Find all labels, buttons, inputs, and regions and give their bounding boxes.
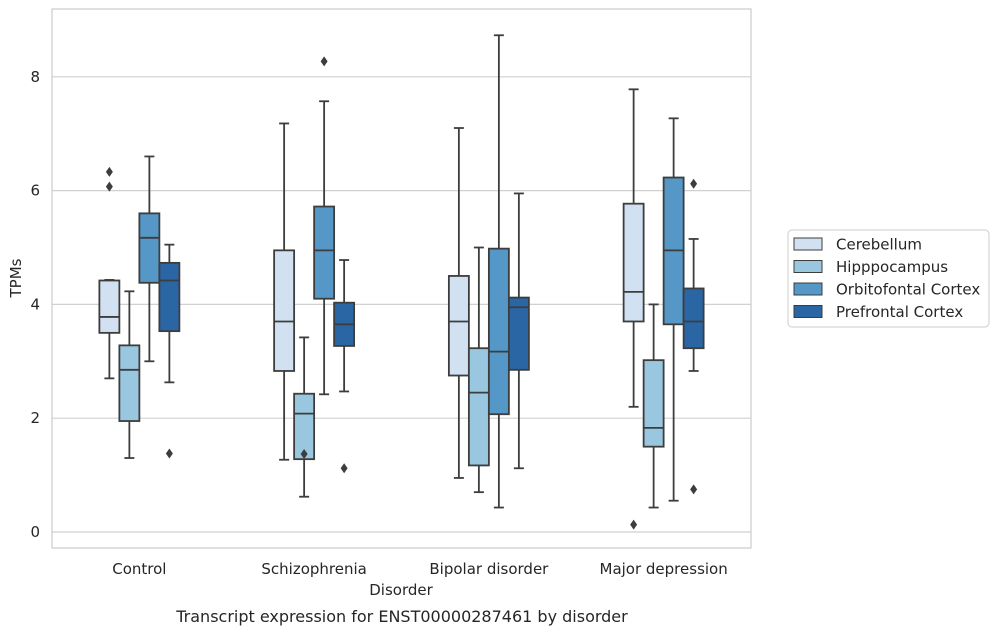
box bbox=[682, 287, 705, 350]
x-tick-label: Major depression bbox=[600, 560, 728, 578]
outlier-point bbox=[690, 178, 698, 189]
y-tick-label: 6 bbox=[30, 182, 40, 200]
box bbox=[313, 205, 336, 300]
outlier-point bbox=[300, 449, 308, 460]
box-orbitofontal-cortex bbox=[662, 117, 685, 502]
box-orbitofontal-cortex bbox=[313, 56, 336, 396]
y-tick-label: 2 bbox=[30, 409, 40, 427]
chart-caption: Transcript expression for ENST0000028746… bbox=[175, 607, 628, 626]
box-cerebellum bbox=[622, 88, 645, 530]
box bbox=[273, 249, 296, 372]
x-tick-label: Control bbox=[112, 560, 166, 578]
box bbox=[467, 347, 490, 467]
box-plots bbox=[98, 34, 705, 530]
legend-label: Prefrontal Cortex bbox=[836, 303, 963, 321]
box bbox=[138, 212, 161, 284]
x-tick-label: Bipolar disorder bbox=[429, 560, 549, 578]
box-orbitofontal-cortex bbox=[138, 155, 161, 363]
box bbox=[118, 344, 141, 422]
legend: Cerebellum Hipppocampus Orbitofontal Corte… bbox=[787, 229, 990, 328]
gridlines bbox=[52, 76, 751, 533]
box-orbitofontal-cortex bbox=[487, 34, 510, 509]
outlier-point bbox=[690, 484, 698, 495]
legend-frame bbox=[787, 229, 990, 328]
box bbox=[622, 202, 645, 323]
box bbox=[158, 261, 181, 333]
box bbox=[293, 392, 316, 461]
box-hipppocampus bbox=[118, 290, 141, 459]
box bbox=[507, 296, 530, 371]
box-hipppocampus bbox=[293, 336, 316, 498]
y-axis-label: TPMs bbox=[7, 258, 25, 298]
box-cerebellum bbox=[447, 127, 470, 479]
plot-frame bbox=[51, 8, 752, 549]
y-tick-label: 4 bbox=[30, 295, 40, 313]
box bbox=[447, 275, 470, 377]
outlier-point bbox=[105, 166, 113, 177]
legend-swatch bbox=[793, 260, 823, 273]
box-prefrontal-cortex bbox=[158, 243, 181, 459]
legend-label: Orbitofontal Cortex bbox=[836, 281, 980, 299]
outlier-point bbox=[105, 181, 113, 192]
legend-label: Cerebellum bbox=[836, 236, 922, 254]
y-tick-label: 0 bbox=[30, 523, 40, 541]
outlier-point bbox=[340, 463, 348, 474]
legend-swatch bbox=[793, 282, 823, 296]
y-tick-label: 8 bbox=[30, 68, 40, 86]
box-cerebellum bbox=[98, 166, 121, 380]
box bbox=[642, 359, 665, 448]
box-prefrontal-cortex bbox=[682, 178, 705, 495]
y-tick-labels: 0 2 4 6 8 bbox=[30, 68, 40, 541]
box bbox=[98, 279, 121, 334]
legend-swatch bbox=[793, 305, 823, 318]
outlier-point bbox=[630, 519, 638, 530]
legend-swatch bbox=[793, 237, 823, 251]
x-axis-label: Disorder bbox=[369, 581, 433, 599]
x-tick-label: Schizophrenia bbox=[261, 560, 366, 578]
box-prefrontal-cortex bbox=[507, 192, 530, 470]
legend-label: Hipppocampus bbox=[836, 258, 948, 276]
outlier-point bbox=[165, 448, 173, 459]
box-hipppocampus bbox=[642, 303, 665, 509]
outlier-point bbox=[320, 56, 328, 67]
x-tick-labels: Control Schizophrenia Bipolar disorder Majo… bbox=[112, 560, 727, 578]
box-cerebellum bbox=[273, 122, 296, 461]
box bbox=[487, 247, 510, 416]
box-hipppocampus bbox=[467, 246, 490, 494]
box-prefrontal-cortex bbox=[333, 259, 356, 474]
